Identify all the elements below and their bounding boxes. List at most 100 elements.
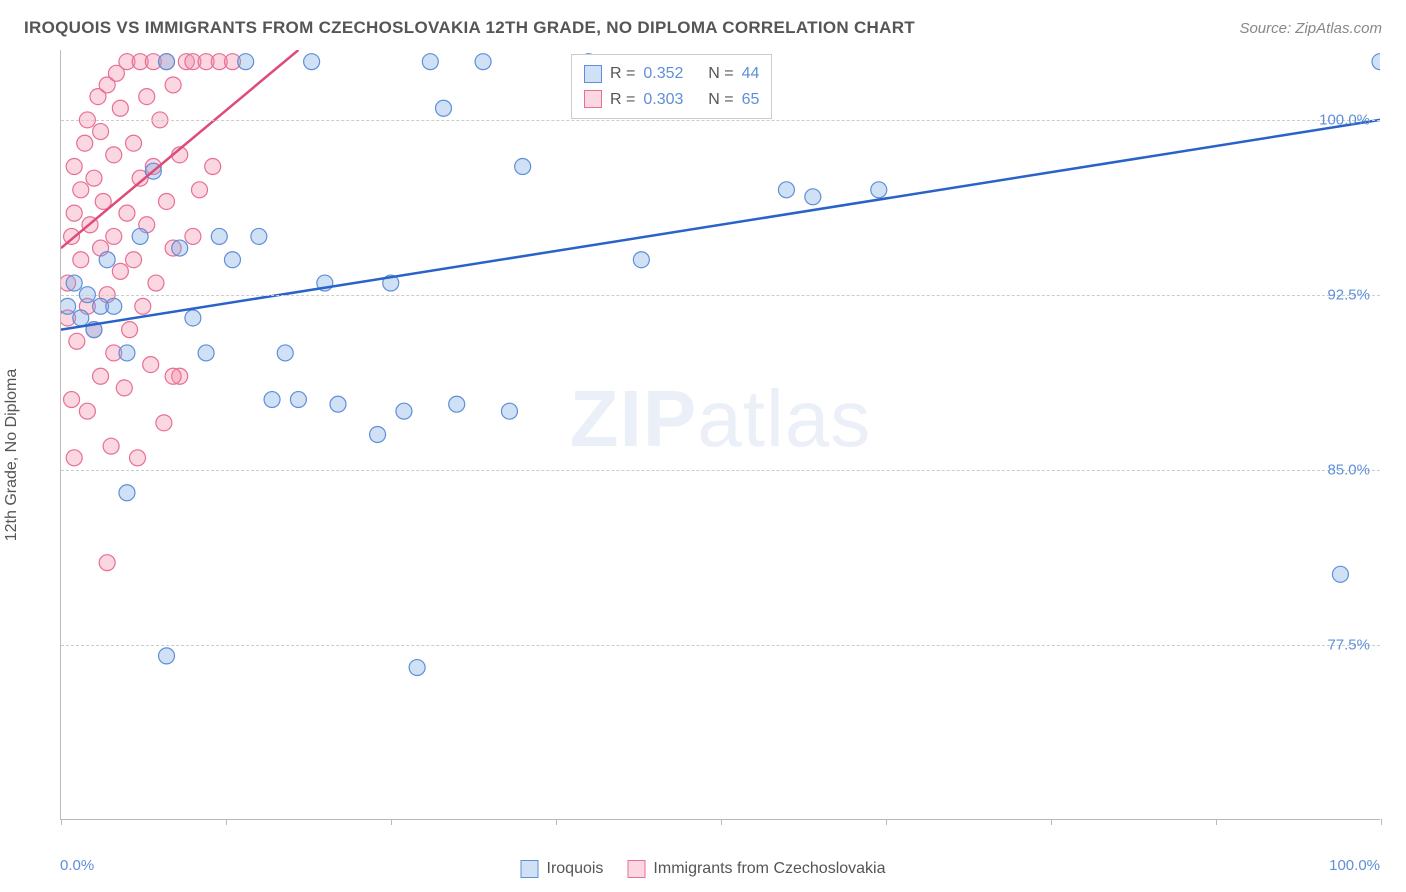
x-tick [226,819,227,825]
scatter-point [192,182,208,198]
scatter-point [86,170,102,186]
x-tick [721,819,722,825]
scatter-point [126,252,142,268]
scatter-point [135,298,151,314]
scatter-point [132,228,148,244]
scatter-point [66,450,82,466]
scatter-point [61,298,76,314]
legend-row: R =0.303 N =65 [584,87,759,113]
scatter-point [277,345,293,361]
scatter-point [66,205,82,221]
r-label: R = [610,61,635,87]
scatter-point [143,357,159,373]
scatter-point [116,380,132,396]
scatter-point [383,275,399,291]
scatter-point [69,333,85,349]
scatter-point [211,54,227,70]
gridline [61,645,1380,646]
scatter-point [61,310,76,326]
scatter-point [251,228,267,244]
chart-svg [61,50,1380,819]
scatter-point [61,275,76,291]
scatter-point [99,77,115,93]
scatter-point [132,54,148,70]
scatter-point [165,77,181,93]
scatter-point [106,298,122,314]
n-label: N = [708,87,733,113]
scatter-point [1372,54,1380,70]
r-label: R = [610,87,635,113]
scatter-point [73,182,89,198]
x-axis-max-label: 100.0% [1329,857,1380,874]
y-tick-label: 92.5% [1327,287,1370,304]
scatter-point [805,189,821,205]
scatter-point [172,368,188,384]
scatter-point [224,252,240,268]
scatter-point [871,182,887,198]
scatter-point [145,163,161,179]
scatter-point [148,275,164,291]
scatter-point [156,415,172,431]
scatter-point [106,228,122,244]
scatter-point [633,252,649,268]
legend-item: Immigrants from Czechoslovakia [627,860,885,878]
scatter-point [409,660,425,676]
scatter-point [264,392,280,408]
scatter-point [93,240,109,256]
scatter-point [436,100,452,116]
scatter-point [205,159,221,175]
chart-title: IROQUOIS VS IMMIGRANTS FROM CZECHOSLOVAK… [24,18,915,38]
x-tick [1381,819,1382,825]
x-tick [556,819,557,825]
scatter-point [370,427,386,443]
watermark: ZIPatlas [570,373,871,465]
scatter-point [73,252,89,268]
scatter-point [95,193,111,209]
scatter-point [106,147,122,163]
scatter-point [93,368,109,384]
scatter-point [119,345,135,361]
scatter-point [112,100,128,116]
x-tick [1216,819,1217,825]
scatter-point [475,54,491,70]
scatter-point [99,252,115,268]
r-value: 0.352 [643,61,683,87]
scatter-point [119,485,135,501]
scatter-point [172,240,188,256]
y-tick-label: 77.5% [1327,637,1370,654]
scatter-point [139,217,155,233]
scatter-point [99,555,115,571]
scatter-point [165,368,181,384]
n-value: 44 [742,61,760,87]
y-axis-label: 12th Grade, No Diploma [3,369,21,542]
scatter-point [66,275,82,291]
x-tick [1051,819,1052,825]
scatter-point [422,54,438,70]
gridline [61,120,1380,121]
scatter-point [77,135,93,151]
scatter-point [119,205,135,221]
scatter-point [778,182,794,198]
plot-area: ZIPatlas 100.0% 92.5% 85.0% 77.5% R = 0.352 … [60,50,1380,820]
scatter-point [159,648,175,664]
scatter-point [103,438,119,454]
y-tick-label: 85.0% [1327,462,1370,479]
scatter-point [501,403,517,419]
scatter-point [90,89,106,105]
scatter-point [139,89,155,105]
scatter-point [238,54,254,70]
y-tick-label: 100.0% [1319,112,1370,129]
scatter-point [198,54,214,70]
scatter-point [317,275,333,291]
gridline [61,470,1380,471]
scatter-point [224,54,240,70]
scatter-point [93,298,109,314]
x-tick [61,819,62,825]
scatter-point [126,135,142,151]
scatter-point [93,124,109,140]
scatter-point [64,228,80,244]
scatter-point [73,310,89,326]
correlation-legend: R = 0.352 N = 44R =0.303 N =65 [571,54,772,119]
scatter-point [172,147,188,163]
scatter-point [185,228,201,244]
